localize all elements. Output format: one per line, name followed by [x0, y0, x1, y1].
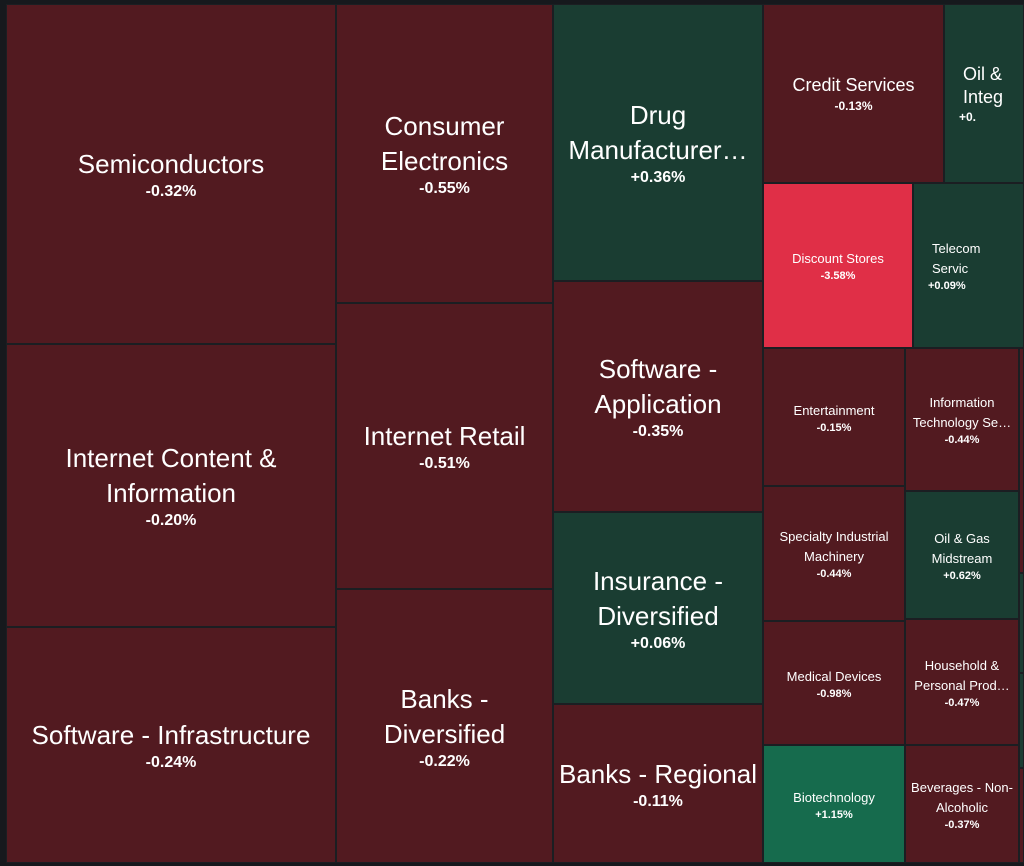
tile-banks-diversified[interactable]: Banks - Diversified -0.22%: [336, 589, 553, 863]
tile-change: -0.22%: [419, 752, 470, 770]
tile-specialty-industrial-machinery[interactable]: Specialty Industrial Machinery -0.44%: [763, 486, 905, 621]
tile-software-application[interactable]: Software - Application -0.35%: [553, 281, 763, 512]
tile-change: -0.51%: [419, 455, 470, 472]
tile-cutoff-4[interactable]: [1019, 768, 1024, 863]
tile-label: Credit Services: [792, 75, 915, 96]
tile-banks-regional[interactable]: Banks - Regional -0.11%: [553, 704, 763, 863]
tile-label: Drug Manufacturer…: [568, 100, 748, 165]
tile-change: -0.37%: [944, 818, 980, 831]
tile-label: Medical Devices: [786, 668, 882, 684]
tile-internet-content-and-information[interactable]: Internet Content & Information -0.20%: [6, 344, 336, 627]
tile-drug-manufacturer[interactable]: Drug Manufacturer… +0.36%: [553, 4, 763, 281]
tile-change: +0.06%: [630, 634, 686, 652]
tile-beverages-non-alcoholic[interactable]: Beverages - Non-Alcoholic -0.37%: [905, 745, 1019, 863]
tile-label: Internet Retail: [363, 421, 526, 451]
tile-medical-devices[interactable]: Medical Devices -0.98%: [763, 621, 905, 745]
tile-change: -0.44%: [944, 434, 980, 446]
tile-label: Oil & Integ: [963, 63, 1004, 107]
tile-change: -0.24%: [145, 754, 197, 771]
tile-biotechnology[interactable]: Biotechnology +1.15%: [763, 745, 905, 863]
tile-label: Household & Personal Prod…: [914, 657, 1010, 693]
tile-cutoff-3[interactable]: [1019, 673, 1024, 768]
tile-change: -0.15%: [816, 421, 852, 434]
tile-change: -0.55%: [419, 180, 470, 197]
tile-software-infrastructure[interactable]: Software - Infrastructure -0.24%: [6, 627, 336, 863]
tile-change: +0.62%: [943, 569, 981, 582]
tile-label: Specialty Industrial Machinery: [779, 529, 889, 564]
tile-change: -0.13%: [834, 98, 873, 113]
tile-cutoff-1[interactable]: [1019, 348, 1024, 573]
tile-credit-services[interactable]: Credit Services -0.13%: [763, 4, 944, 183]
tile-insurance-diversified[interactable]: Insurance - Diversified +0.06%: [553, 512, 763, 704]
tile-household-and-personal-prod[interactable]: Household & Personal Prod… -0.47%: [905, 619, 1019, 745]
tile-label: Beverages - Non-Alcoholic: [911, 779, 1013, 815]
tile-change: -0.44%: [816, 568, 852, 580]
tile-change: +0.09%: [928, 280, 966, 292]
tile-cutoff-2[interactable]: [1019, 573, 1024, 673]
tile-entertainment[interactable]: Entertainment -0.15%: [763, 348, 905, 486]
tile-change: -0.20%: [145, 512, 197, 529]
tile-consumer-electronics[interactable]: Consumer Electronics -0.55%: [336, 4, 553, 303]
tile-change: -0.11%: [633, 792, 683, 810]
tile-internet-retail[interactable]: Internet Retail -0.51%: [336, 303, 553, 589]
tile-change: -0.35%: [632, 423, 684, 440]
tile-change: +0.: [959, 110, 977, 125]
tile-label: Banks - Diversified: [383, 683, 506, 749]
tile-label: Banks - Regional: [559, 758, 757, 789]
tile-label: Internet Content & Information: [65, 443, 277, 508]
tile-change: +1.15%: [815, 808, 853, 821]
tile-change: -0.98%: [816, 687, 852, 700]
tile-label: Discount Stores: [792, 251, 884, 266]
tile-label: Entertainment: [793, 402, 875, 418]
tile-discount-stores[interactable]: Discount Stores -3.58%: [763, 183, 913, 348]
tile-label: Information Technology Se…: [912, 395, 1012, 430]
tile-change: -0.47%: [944, 696, 980, 709]
tile-oil-and-gas-midstream[interactable]: Oil & Gas Midstream +0.62%: [905, 491, 1019, 619]
tile-label: Software - Infrastructure: [31, 720, 311, 750]
tile-change: +0.36%: [630, 169, 686, 186]
tile-oil-and-integ[interactable]: Oil & Integ +0.: [944, 4, 1024, 183]
tile-label: Consumer Electronics: [380, 111, 509, 176]
tile-telecom-servic[interactable]: Telecom Servic +0.09%: [913, 183, 1024, 348]
tile-label: Insurance - Diversified: [592, 565, 724, 631]
tile-label: Biotechnology: [793, 789, 875, 805]
tile-semiconductors[interactable]: Semiconductors -0.32%: [6, 4, 336, 344]
tile-label: Semiconductors: [77, 149, 265, 179]
tile-label: Software - Application: [594, 354, 722, 419]
tile-label: Telecom Servic: [932, 241, 981, 276]
tile-change: -3.58%: [820, 270, 856, 282]
tile-information-technology-se[interactable]: Information Technology Se… -0.44%: [905, 348, 1019, 491]
tile-label: Oil & Gas Midstream: [931, 530, 993, 566]
tile-change: -0.32%: [145, 183, 197, 200]
